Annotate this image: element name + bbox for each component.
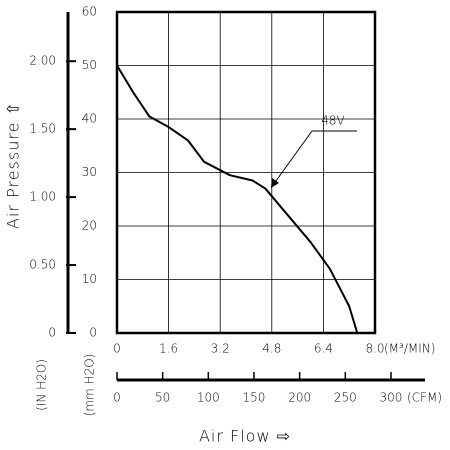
x2-tick-label: 50 xyxy=(155,391,170,405)
x-axis-title: Air Flow ⇨ xyxy=(199,427,291,446)
x-tick-label: 3.2 xyxy=(211,342,230,356)
y2-tick-label: 1.00 xyxy=(29,190,56,204)
x2-tick-label: 250 xyxy=(334,391,357,405)
x-tick-label: 8.0 xyxy=(365,342,384,356)
y2-tick-label: 1.50 xyxy=(29,122,56,136)
series-label: 48V xyxy=(321,114,344,128)
y-tick-label: 50 xyxy=(82,58,97,72)
y-tick-label: 0 xyxy=(89,326,97,340)
y-unit: (mm H2O) xyxy=(83,354,97,417)
x-tick-label: 0 xyxy=(113,342,121,356)
y-tick-label: 30 xyxy=(82,165,97,179)
line-series xyxy=(116,64,359,334)
x2-tick-label: 300 xyxy=(380,391,403,405)
y2-tick-label: 0 xyxy=(48,326,56,340)
x2-tick-label: 150 xyxy=(243,391,266,405)
x-tick-label: 1.6 xyxy=(159,342,178,356)
x-tick-label: 4.8 xyxy=(262,342,281,356)
y-tick-label: 40 xyxy=(82,112,97,126)
y2-tick-label: 0.50 xyxy=(29,258,56,272)
x2-tick-label: 100 xyxy=(197,391,220,405)
x-tick-label: 6.4 xyxy=(314,342,333,356)
y-axis-title: Air Pressure ⇧ xyxy=(4,101,23,229)
x2-unit: (CFM) xyxy=(407,391,442,405)
x2-tick-label: 200 xyxy=(288,391,311,405)
y2-unit: (IN H2O) xyxy=(35,359,49,411)
y2-tick-label: 2.00 xyxy=(29,54,56,68)
x2-tick-label: 0 xyxy=(113,391,121,405)
y-tick-label: 20 xyxy=(82,219,97,233)
x-unit: (M³/MIN) xyxy=(384,342,435,356)
y-tick-label: 10 xyxy=(82,272,97,286)
y-tick-label: 60 xyxy=(82,5,97,19)
leader-line xyxy=(272,130,313,186)
leader-arrow xyxy=(271,178,279,188)
plot-frame xyxy=(115,10,377,335)
